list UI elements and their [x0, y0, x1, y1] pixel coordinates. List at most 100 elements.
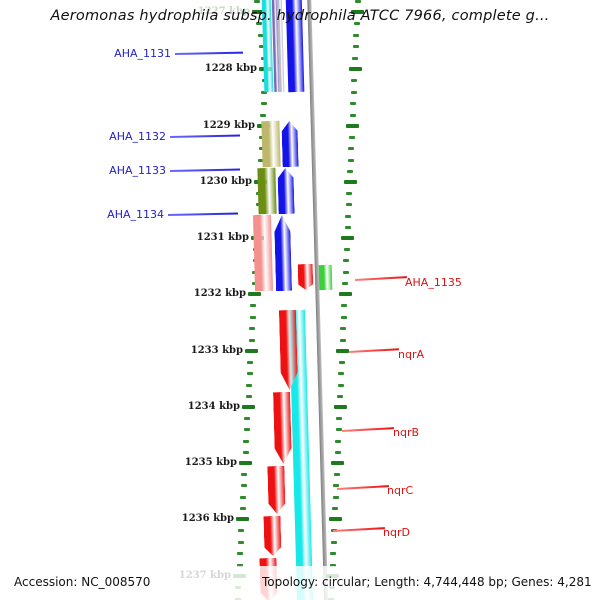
feature-glyph[interactable]: [260, 120, 281, 168]
feature-glyph[interactable]: [285, 0, 305, 93]
ruler-minor-tick: [249, 315, 256, 319]
ruler-minor-tick: [350, 102, 357, 106]
ruler-minor-tick: [330, 540, 337, 544]
ruler-minor-tick: [240, 484, 247, 488]
ruler-minor-tick: [335, 439, 342, 443]
feature-glyph[interactable]: [273, 392, 292, 464]
gene-label[interactable]: AHA_1135: [405, 276, 462, 289]
feature-glyph[interactable]: [279, 310, 298, 390]
ruler-major-tick: [252, 10, 265, 14]
ruler-tick-label: 1235 kbp: [184, 457, 237, 468]
ruler-minor-tick: [243, 428, 250, 432]
ruler-minor-tick: [333, 484, 340, 488]
feature-glyph-body: [257, 167, 278, 215]
feature-glyph[interactable]: [318, 264, 332, 291]
ruler-major-tick: [245, 349, 258, 353]
feature-glyph-body: [279, 310, 298, 390]
ruler-tick-label: 1230 kbp: [199, 176, 252, 187]
ruler-tick-label: 1227 kbp: [197, 6, 250, 17]
ruler-minor-tick: [348, 136, 355, 140]
ruler-minor-tick: [340, 315, 347, 319]
ruler-major-tick: [239, 461, 252, 465]
feature-glyph[interactable]: [263, 516, 281, 556]
topology-text: Topology: circular; Length: 4,744,448 bp…: [262, 575, 592, 589]
ruler-minor-tick: [333, 473, 340, 477]
ruler-minor-tick: [246, 383, 253, 387]
ruler-minor-tick: [339, 338, 346, 342]
ruler-minor-tick: [257, 33, 264, 37]
feature-glyph-body: [263, 516, 281, 556]
ruler-major-tick: [346, 124, 360, 128]
ruler-tick-label: 1236 kbp: [181, 513, 234, 524]
feature-glyph-body: [267, 466, 285, 514]
ruler-tick-label: 1232 kbp: [193, 288, 246, 299]
ruler-minor-tick: [340, 327, 347, 331]
ruler-minor-tick: [249, 327, 256, 331]
gene-label[interactable]: AHA_1134: [107, 208, 164, 221]
feature-glyph-body: [278, 168, 295, 214]
ruler-minor-tick: [337, 394, 344, 398]
ruler-major-tick: [343, 180, 357, 184]
ruler-minor-tick: [246, 372, 253, 376]
status-bar: Accession: NC_008570 Topology: circular;…: [0, 566, 600, 600]
feature-glyph[interactable]: [252, 214, 273, 292]
gene-label[interactable]: nqrB: [393, 426, 420, 439]
ruler-tick-label: 1231 kbp: [196, 232, 249, 243]
ruler-major-tick: [248, 292, 261, 296]
ruler-minor-tick: [332, 495, 339, 499]
gene-label[interactable]: nqrA: [398, 348, 425, 361]
feature-glyph[interactable]: [297, 264, 313, 290]
feature-glyph-body: [274, 215, 292, 291]
ruler-major-tick: [236, 517, 249, 521]
ruler-minor-tick: [353, 22, 360, 26]
feature-glyph[interactable]: [257, 167, 278, 215]
ruler-minor-tick: [238, 529, 245, 533]
ruler-minor-tick: [250, 304, 257, 308]
ruler-minor-tick: [346, 192, 353, 196]
ruler-major-tick: [242, 405, 255, 409]
gene-label[interactable]: AHA_1131: [114, 47, 171, 60]
gene-label[interactable]: nqrD: [383, 526, 410, 539]
ruler-minor-tick: [336, 417, 343, 421]
feature-glyph-body: [285, 0, 305, 93]
feature-glyph-body: [273, 392, 292, 464]
ruler-minor-tick: [245, 394, 252, 398]
ruler-minor-tick: [237, 540, 244, 544]
ruler-minor-tick: [353, 33, 360, 37]
feature-glyph-body: [297, 264, 313, 290]
ruler-minor-tick: [344, 225, 351, 229]
ruler-minor-tick: [338, 372, 345, 376]
ruler-minor-tick: [332, 506, 339, 510]
feature-glyph[interactable]: [267, 466, 285, 514]
ruler-minor-tick: [244, 417, 251, 421]
gene-label[interactable]: nqrC: [387, 484, 414, 497]
ruler-major-tick: [351, 10, 365, 14]
ruler-minor-tick: [258, 158, 265, 162]
ruler-minor-tick: [239, 506, 246, 510]
ruler-minor-tick: [342, 281, 349, 285]
accession-text: Accession: NC_008570: [14, 575, 151, 589]
ruler-minor-tick: [347, 169, 354, 173]
ruler-minor-tick: [335, 428, 342, 432]
feature-glyph-body: [318, 264, 332, 291]
ruler-minor-tick: [342, 270, 349, 274]
feature-glyph[interactable]: [281, 121, 298, 167]
ruler-major-tick: [336, 349, 350, 353]
ruler-minor-tick: [242, 450, 249, 454]
gene-label[interactable]: AHA_1133: [109, 164, 166, 177]
gene-label[interactable]: AHA_1132: [109, 130, 166, 143]
feature-glyph[interactable]: [278, 168, 295, 214]
ruler-tick-label: 1229 kbp: [202, 120, 255, 131]
ruler-minor-tick: [345, 203, 352, 207]
ruler-minor-tick: [247, 361, 254, 365]
ruler-tick-label: 1233 kbp: [190, 345, 243, 356]
ruler-minor-tick: [352, 56, 359, 60]
ruler-minor-tick: [349, 113, 356, 117]
ruler-major-tick: [333, 405, 347, 409]
feature-glyph[interactable]: [274, 215, 292, 291]
ruler-major-tick: [328, 517, 342, 521]
ruler-minor-tick: [345, 214, 352, 218]
feature-glyph-body: [281, 121, 298, 167]
ruler-minor-tick: [329, 563, 336, 567]
